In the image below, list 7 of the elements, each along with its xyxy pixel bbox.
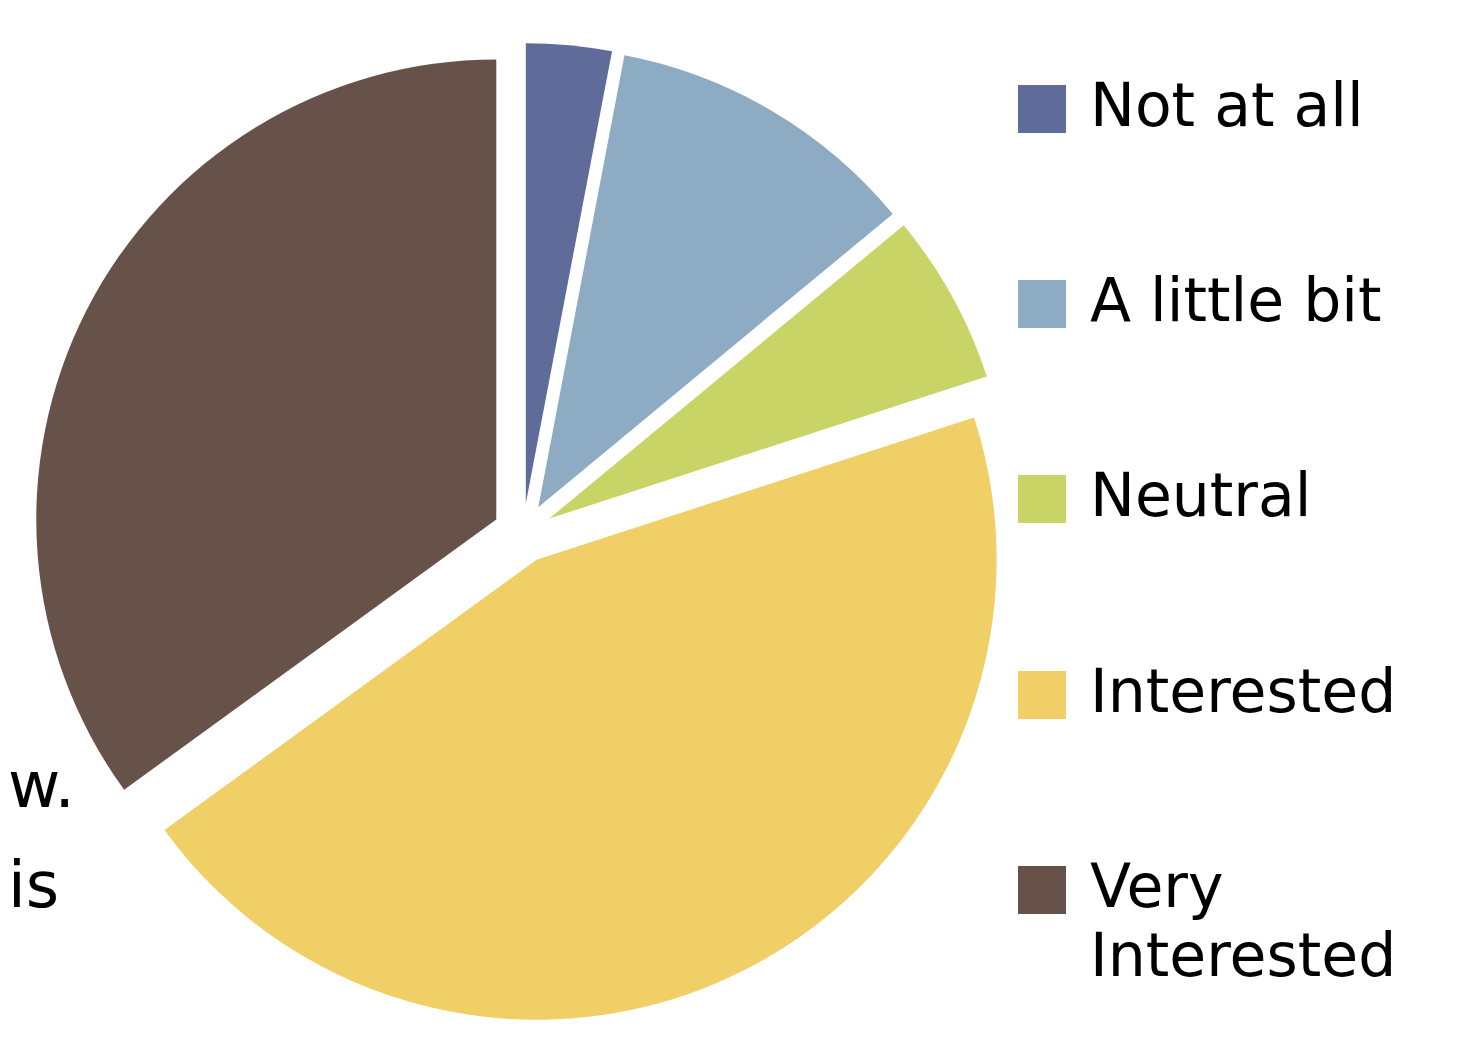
legend-label: Neutral bbox=[1090, 460, 1313, 531]
text: is bbox=[8, 848, 60, 922]
legend-label: Very Interested bbox=[1090, 850, 1398, 990]
text: w. bbox=[8, 748, 75, 822]
legend-label: A little bit bbox=[1090, 265, 1383, 336]
legend-label: Interested bbox=[1090, 655, 1398, 726]
legend-label: Not at all bbox=[1090, 70, 1365, 141]
